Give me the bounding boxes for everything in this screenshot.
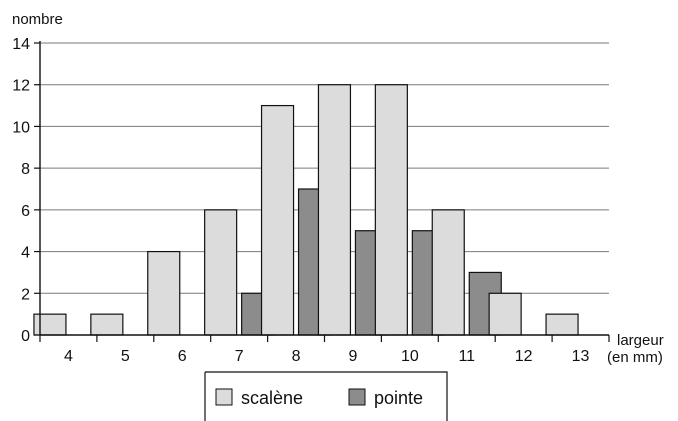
y-tick-label-0: 0 xyxy=(21,328,30,345)
x-tick-label-13: 13 xyxy=(572,348,590,365)
x-tick-label-9: 9 xyxy=(348,348,357,365)
y-tick-labels: 0 2 4 6 8 10 12 14 xyxy=(12,36,30,345)
x-axis-title-line1: largeur xyxy=(617,332,664,349)
x-tick-label-8: 8 xyxy=(292,348,301,365)
bar-scalene-9 xyxy=(317,84,352,336)
bar-scalene-6 xyxy=(147,250,181,336)
legend-label-scalene: scalène xyxy=(241,388,303,408)
y-axis-title: nombre xyxy=(12,11,63,28)
x-tick-label-6: 6 xyxy=(178,348,187,365)
x-axis-title-line2: (en mm) xyxy=(607,349,663,366)
bar-scalene-4 xyxy=(33,313,67,336)
bar-scalene-12 xyxy=(488,292,522,336)
y-tick-label-6: 6 xyxy=(21,203,30,220)
bar-scalene-10 xyxy=(374,84,408,336)
legend: scalène pointe xyxy=(204,371,448,421)
x-tick-label-4: 4 xyxy=(64,348,73,365)
legend-label-pointe: pointe xyxy=(374,388,423,408)
x-tick-label-11: 11 xyxy=(458,348,475,365)
bar-scalene-5 xyxy=(90,313,124,336)
bar-scalene-7 xyxy=(204,209,238,336)
bar-scalene-8 xyxy=(260,104,295,336)
legend-swatch-scalene xyxy=(215,388,233,406)
x-tick-label-12: 12 xyxy=(515,348,533,365)
bar-scalene-13 xyxy=(545,313,579,336)
y-tick-label-14: 14 xyxy=(12,36,30,53)
legend-box xyxy=(204,371,448,421)
x-tick-label-10: 10 xyxy=(401,348,419,365)
y-tick-label-8: 8 xyxy=(21,161,30,178)
x-tick-label-5: 5 xyxy=(121,348,130,365)
y-tick-label-10: 10 xyxy=(12,119,30,136)
legend-swatch-pointe xyxy=(348,388,366,406)
y-tick-label-12: 12 xyxy=(12,78,30,95)
bars xyxy=(33,84,579,336)
axes xyxy=(34,41,610,342)
y-tick-label-2: 2 xyxy=(21,286,30,303)
x-tick-labels: 4 5 6 7 8 9 10 11 12 13 xyxy=(64,348,590,365)
x-tick-label-7: 7 xyxy=(235,348,244,365)
bar-scalene-11 xyxy=(431,209,465,336)
y-tick-label-4: 4 xyxy=(21,245,30,262)
